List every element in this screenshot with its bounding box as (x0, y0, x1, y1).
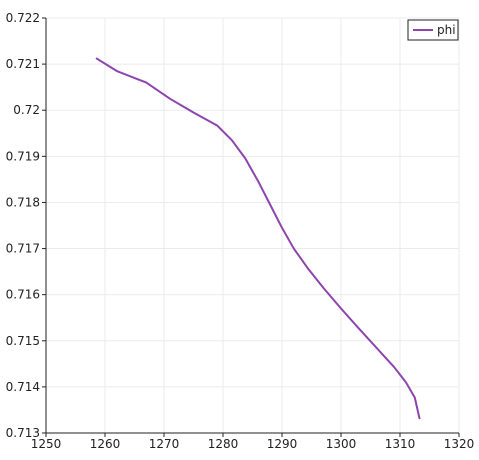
legend-label-phi: phi (437, 23, 456, 37)
grid-lines (45, 17, 460, 434)
series-layer (95, 57, 421, 420)
y-tick-label: 0.716 (6, 288, 40, 302)
y-tick-label: 0.72 (13, 103, 40, 117)
y-tick-label: 0.721 (6, 57, 40, 71)
y-tick-label: 0.722 (6, 11, 40, 25)
y-tick-label: 0.713 (6, 426, 40, 440)
x-tick-label: 1270 (149, 437, 180, 451)
y-tick-label: 0.717 (6, 242, 40, 256)
x-tick-label: 1280 (208, 437, 239, 451)
legend: phi (407, 19, 459, 41)
tick-labels: 1250 1260 1270 1280 1290 1300 1310 1320 0.713 0.7… (6, 11, 475, 451)
x-tick-label: 1310 (385, 437, 416, 451)
y-tick-label: 0.719 (6, 149, 40, 163)
axes (42, 17, 460, 437)
x-tick-label: 1260 (90, 437, 121, 451)
x-tick-label: 1300 (326, 437, 357, 451)
x-tick-label: 1250 (31, 437, 62, 451)
y-tick-label: 0.714 (6, 380, 40, 394)
y-tick-label: 0.718 (6, 195, 40, 209)
series-line-phi (95, 57, 421, 420)
x-tick-label: 1320 (444, 437, 475, 451)
y-tick-label: 0.715 (6, 334, 40, 348)
x-tick-label: 1290 (267, 437, 298, 451)
